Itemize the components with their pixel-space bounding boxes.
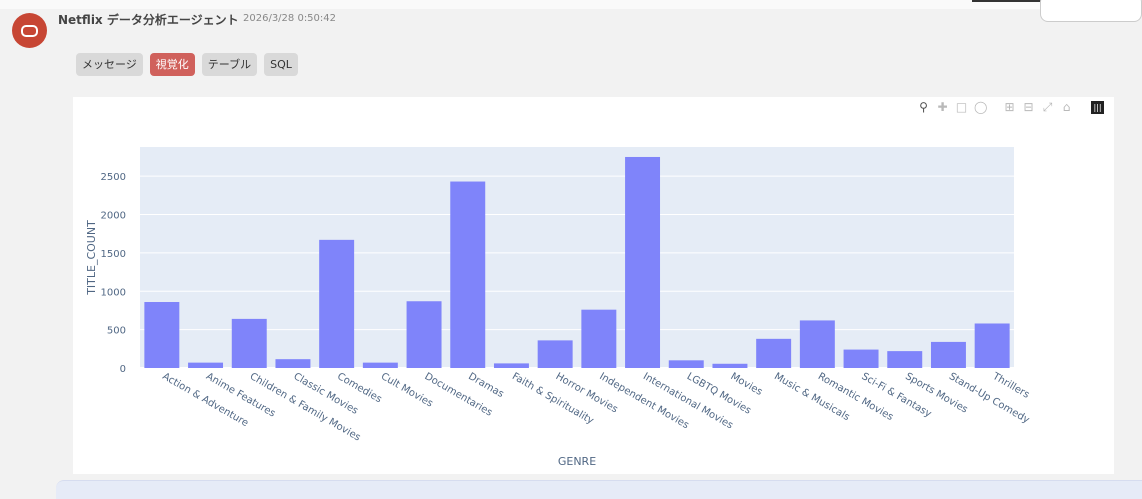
chart-card: ⚲ ✚ □ ◯ ⊞ ⊟ ⤢ ⌂ ||| 0 500 1000 1500 2000 2500… (73, 97, 1114, 474)
sender-name: Netflix データ分析エージェント (58, 13, 239, 27)
agent-avatar (12, 13, 47, 48)
bar (537, 340, 573, 368)
tab-message[interactable]: メッセージ (76, 53, 143, 76)
bar (756, 338, 792, 368)
tab-sql[interactable]: SQL (264, 53, 298, 76)
bar (450, 181, 486, 368)
bar (493, 363, 529, 368)
bar (668, 360, 704, 368)
y-axis-title: TITLE_COUNT (85, 220, 98, 296)
y-tick-label: 2000 (101, 211, 126, 222)
input-area[interactable] (56, 480, 1142, 499)
bar (799, 320, 835, 368)
zoom-icon[interactable]: ⚲ (919, 100, 928, 114)
y-tick-label: 500 (107, 326, 126, 337)
chart-modebar: ⚲ ✚ □ ◯ ⊞ ⊟ ⤢ ⌂ ||| (917, 101, 1104, 114)
lasso-icon[interactable]: ◯ (974, 100, 988, 114)
oracle-logo-icon (21, 24, 38, 37)
pan-icon[interactable]: ✚ (937, 100, 948, 114)
bar (144, 302, 180, 368)
zoom-in-icon[interactable]: ⊞ (1004, 100, 1015, 114)
x-axis-title: GENRE (558, 455, 596, 468)
bar (188, 362, 224, 368)
bar (887, 351, 923, 368)
x-tick-label: Stand-Up Comedy (947, 371, 1031, 426)
reset-axes-icon[interactable]: ⌂ (1062, 100, 1071, 114)
y-tick-label: 1500 (101, 249, 126, 260)
bar (231, 318, 267, 368)
bar (843, 349, 879, 368)
bar (319, 239, 355, 368)
x-tick-label: Music & Musicals (772, 371, 851, 423)
plot-area (140, 147, 1014, 368)
autoscale-icon[interactable]: ⤢ (1042, 100, 1053, 114)
top-bar-indicator (972, 0, 1084, 2)
x-tick-label: Movies (728, 371, 764, 398)
y-tick-label: 1000 (101, 287, 126, 298)
y-tick-label: 0 (120, 364, 126, 375)
y-tick-label: 2500 (101, 172, 126, 183)
zoom-out-icon[interactable]: ⊟ (1023, 100, 1034, 114)
bar (712, 363, 748, 368)
tab-table[interactable]: テーブル (201, 53, 258, 76)
tab-visualization[interactable]: 視覚化 (149, 53, 195, 76)
x-tick-label: Romantic Movies (816, 371, 895, 423)
bar (930, 341, 966, 368)
top-right-panel[interactable] (1040, 0, 1142, 22)
message-timestamp: 2026/3/28 0:50:42 (243, 13, 337, 24)
top-bar (0, 0, 1142, 9)
plotly-logo-icon[interactable]: ||| (1091, 101, 1104, 114)
x-tick-label: Faith & Spirituality (510, 371, 596, 427)
bar (974, 323, 1010, 368)
result-tabs: メッセージ 視覚化 テーブル SQL (76, 53, 298, 76)
bar (362, 362, 398, 368)
bar (275, 359, 311, 368)
box-select-icon[interactable]: □ (955, 100, 968, 114)
bar (581, 309, 617, 368)
bar (625, 156, 661, 368)
bar (406, 301, 442, 368)
